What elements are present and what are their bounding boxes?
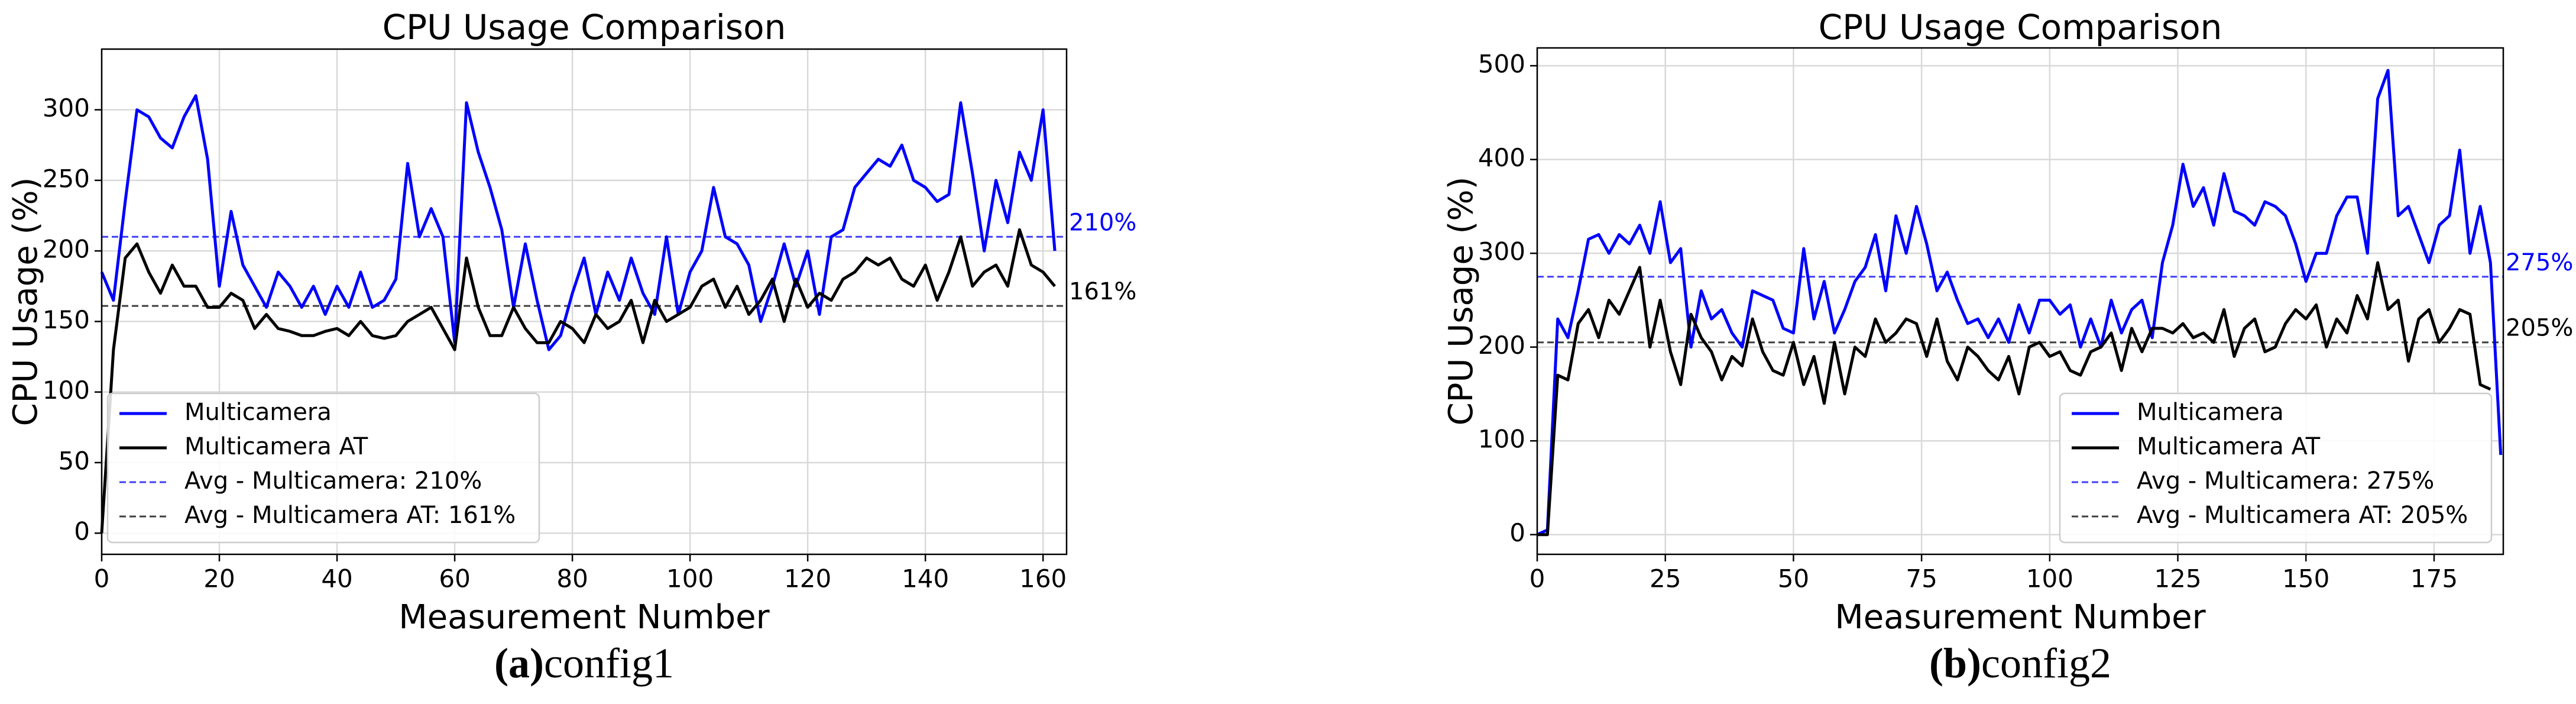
x-tick-label: 25 [1650, 564, 1681, 593]
x-tick-label: 60 [439, 564, 470, 593]
legend-label: Avg - Multicamera: 210% [184, 467, 482, 495]
y-axis-label: CPU Usage (%) [1442, 177, 1480, 426]
legend: Multicamera Multicamera AT Avg - Multicame… [106, 392, 540, 544]
caption-text: config2 [1981, 640, 2111, 687]
legend-label: Multicamera [184, 399, 332, 426]
average-label: 205% [2506, 315, 2573, 342]
series-line [100, 228, 1057, 534]
legend-label: Multicamera AT [2137, 433, 2321, 460]
average-label: 161% [1069, 278, 1136, 305]
x-tick-label: 0 [94, 564, 110, 593]
x-tick-label: 150 [2282, 564, 2329, 593]
legend-label: Avg - Multicamera: 275% [2137, 467, 2434, 495]
y-tick-label: 0 [74, 517, 90, 546]
chart: CPU Usage Comparison 0 25 50 75 100 125 150 175 0… [1442, 7, 2573, 686]
chart-title: CPU Usage Comparison [1819, 7, 2222, 47]
y-tick-label: 400 [1478, 143, 1525, 172]
y-tick-label: 200 [1478, 331, 1525, 360]
x-tick-label: 80 [556, 564, 588, 593]
x-tick-label: 50 [1778, 564, 1809, 593]
caption-text: config1 [544, 640, 674, 687]
x-tick-label: 160 [1019, 564, 1067, 593]
legend-label: Multicamera AT [184, 433, 368, 460]
legend-box [106, 392, 540, 544]
plot-frame [101, 48, 1068, 556]
average-label: 275% [2506, 249, 2573, 276]
y-tick-label: 250 [43, 164, 90, 193]
y-tick-label: 100 [43, 376, 90, 405]
x-axis-label: Measurement Number [398, 598, 770, 637]
y-tick-label: 0 [1509, 518, 1525, 547]
y-axis-label: CPU Usage (%) [7, 177, 45, 427]
caption: (a)config1 [494, 640, 674, 687]
y-tick-label: 300 [43, 93, 90, 122]
x-tick-label: 175 [2410, 564, 2458, 593]
y-tick-label: 100 [1478, 425, 1525, 454]
x-tick-label: 100 [666, 564, 714, 593]
average-label: 210% [1069, 209, 1136, 236]
series-line [100, 94, 1057, 351]
caption-label: (b) [1929, 640, 1981, 687]
y-tick-label: 500 [1478, 50, 1525, 79]
y-tick-label: 50 [59, 446, 90, 475]
caption-label: (a) [494, 640, 544, 687]
x-tick-label: 40 [321, 564, 352, 593]
x-tick-label: 20 [203, 564, 235, 593]
legend-box [2059, 392, 2493, 544]
legend-label: Avg - Multicamera AT: 205% [2137, 502, 2468, 529]
y-tick-label: 300 [1478, 237, 1525, 266]
series-line [1536, 69, 2503, 536]
x-tick-label: 125 [2154, 564, 2201, 593]
x-tick-label: 100 [2026, 564, 2073, 593]
caption: (b)config2 [1929, 640, 2111, 687]
series-line [1537, 261, 2491, 537]
y-tick-label: 200 [43, 235, 90, 264]
plot-frame [1536, 47, 2504, 556]
legend: Multicamera Multicamera AT Avg - Multicame… [2059, 392, 2493, 544]
chart: CPU Usage Comparison 0 20 40 60 80 100 120 140 16… [7, 7, 1136, 686]
x-tick-label: 120 [784, 564, 831, 593]
y-tick-label: 150 [43, 305, 90, 334]
x-tick-label: 75 [1906, 564, 1937, 593]
x-tick-label: 0 [1530, 564, 1545, 593]
legend-label: Avg - Multicamera AT: 161% [184, 502, 516, 529]
x-axis-label: Measurement Number [1835, 598, 2206, 637]
legend-label: Multicamera [2137, 399, 2284, 426]
x-tick-label: 140 [902, 564, 949, 593]
chart-title: CPU Usage Comparison [383, 7, 786, 47]
